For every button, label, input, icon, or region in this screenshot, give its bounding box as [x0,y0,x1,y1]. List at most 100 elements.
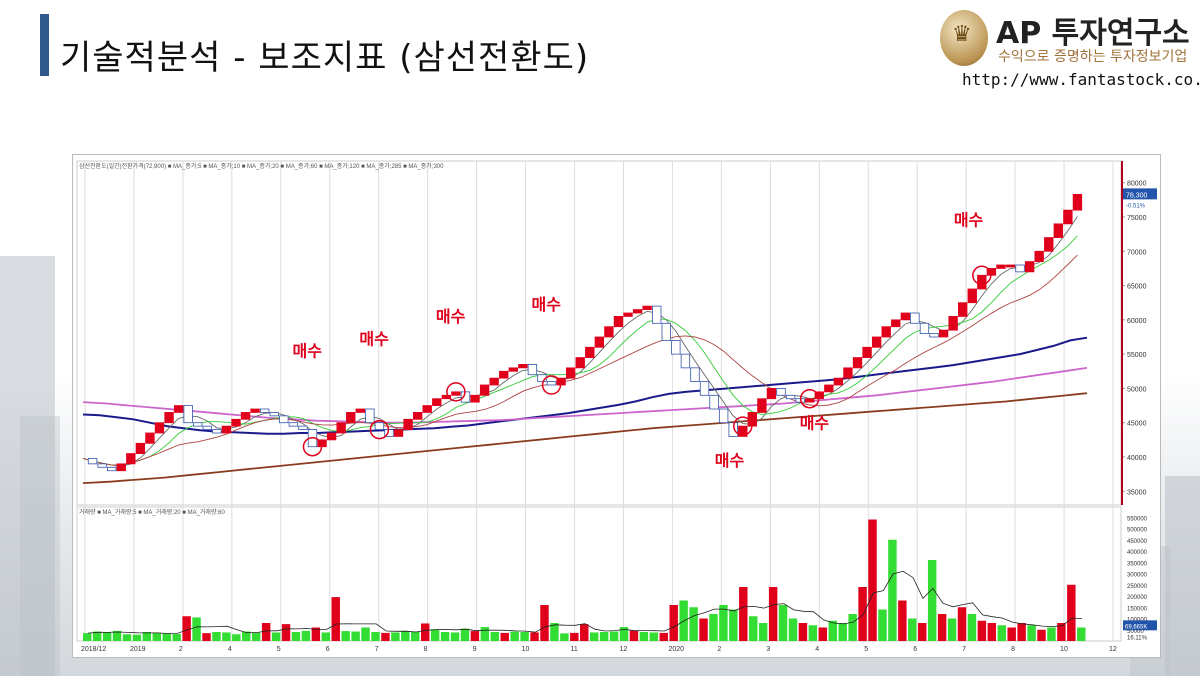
volume-bar [818,627,828,641]
buy-label: 매수 [715,452,745,470]
volume-bar [739,587,748,641]
volume-bar [918,623,927,641]
x-tick-label: 7 [962,646,966,653]
brick [613,316,624,328]
volume-bar [102,632,112,641]
brick [642,305,652,310]
volume-bar [629,630,639,641]
brick [709,394,719,410]
brick [412,412,423,420]
volume-bar [977,620,987,641]
volume-bar [311,627,321,641]
brick [699,381,710,396]
brick [1005,264,1016,268]
brick [126,453,136,465]
volume-y-tick-label: 200000 [1127,595,1148,601]
volume-bar [112,630,122,641]
volume-bar [908,618,917,641]
brick [1015,264,1025,273]
volume-bar [172,634,181,641]
volume-y-tick-label: 450000 [1127,539,1148,545]
buy-label: 매수 [800,415,830,433]
brick [546,381,557,386]
ma-line-285 [82,392,1088,484]
volume-bar [242,631,251,641]
page-title: 기술적분석 - 보조지표 (삼선전환도) [60,38,590,78]
brick [565,367,576,379]
y-tick-label: 40000 [1127,455,1147,462]
brick [527,364,538,376]
volume-bar [669,605,678,641]
change-label: -0.51% [1126,203,1146,209]
brick [1072,193,1083,211]
volume-bar [450,632,460,641]
volume-bar [729,609,738,641]
x-tick-label: 4 [815,646,819,653]
volume-bar [232,634,241,641]
brick [738,425,748,437]
volume-bar [470,631,480,641]
volume-bar [888,539,897,641]
price-legend: 삼선전환도(일간)전환가격(72,900) ■ MA_종가;5 ■ MA_종가;… [79,162,444,170]
x-tick-label: 5 [864,646,868,653]
brick [958,302,968,317]
buy-label: 매수 [292,343,322,361]
volume-bar [699,618,708,641]
x-tick-label: 2 [179,646,183,653]
brick [1063,209,1073,225]
y-tick-label: 75000 [1127,215,1147,222]
brick [910,312,920,324]
volume-panel-frame [76,506,1122,642]
brick [891,319,901,328]
crown-icon: ♛ [952,22,972,47]
volume-bar [520,632,529,641]
volume-bar [898,600,907,641]
brick [881,326,891,338]
volume-bar [550,623,559,641]
volume-change-label: 16.11% [1127,635,1148,641]
volume-y-tick-label: 550000 [1127,516,1148,522]
volume-bar [609,631,619,641]
brick [441,394,452,400]
buy-marker-circle [733,416,753,436]
volume-bar [997,625,1006,641]
brick [326,432,337,441]
brick [451,391,461,396]
brick [766,388,777,400]
brick [585,346,595,358]
volume-bar [291,632,301,641]
brick [193,422,203,427]
volume-bar [848,614,857,641]
volume-bar [420,623,430,641]
logo-name: AP 투자연구소 [996,16,1190,51]
volume-bar [261,623,271,641]
volume-bar [480,627,490,641]
brick [623,312,633,317]
volume-bar [251,632,261,641]
x-tick-label: 3 [766,646,770,653]
brick [183,405,193,424]
volume-bar [500,632,509,641]
volume-bar [967,614,977,641]
x-tick-label: 6 [326,646,330,653]
logo-subtitle: 수익으로 증명하는 투자정보기업 [998,49,1188,65]
brick [403,418,413,430]
brick [116,463,126,472]
volume-bar [719,605,728,641]
volume-bar [570,632,579,641]
brick [145,432,155,444]
y-tick-label: 55000 [1127,352,1147,359]
volume-bar [381,632,390,641]
brick [757,398,767,413]
brick [212,429,222,434]
volume-legend: 거래량 ■ MA_거래량;5 ■ MA_거래량;20 ■ MA_거래량;60 [79,508,225,516]
background-building [1165,476,1200,676]
brick [173,405,184,413]
x-tick-label: 5 [277,646,281,653]
volume-bar [1077,627,1086,641]
brick [594,336,605,348]
buy-label: 매수 [359,331,389,349]
volume-bar [838,623,847,641]
volume-bar [778,605,788,641]
brick [202,425,212,430]
